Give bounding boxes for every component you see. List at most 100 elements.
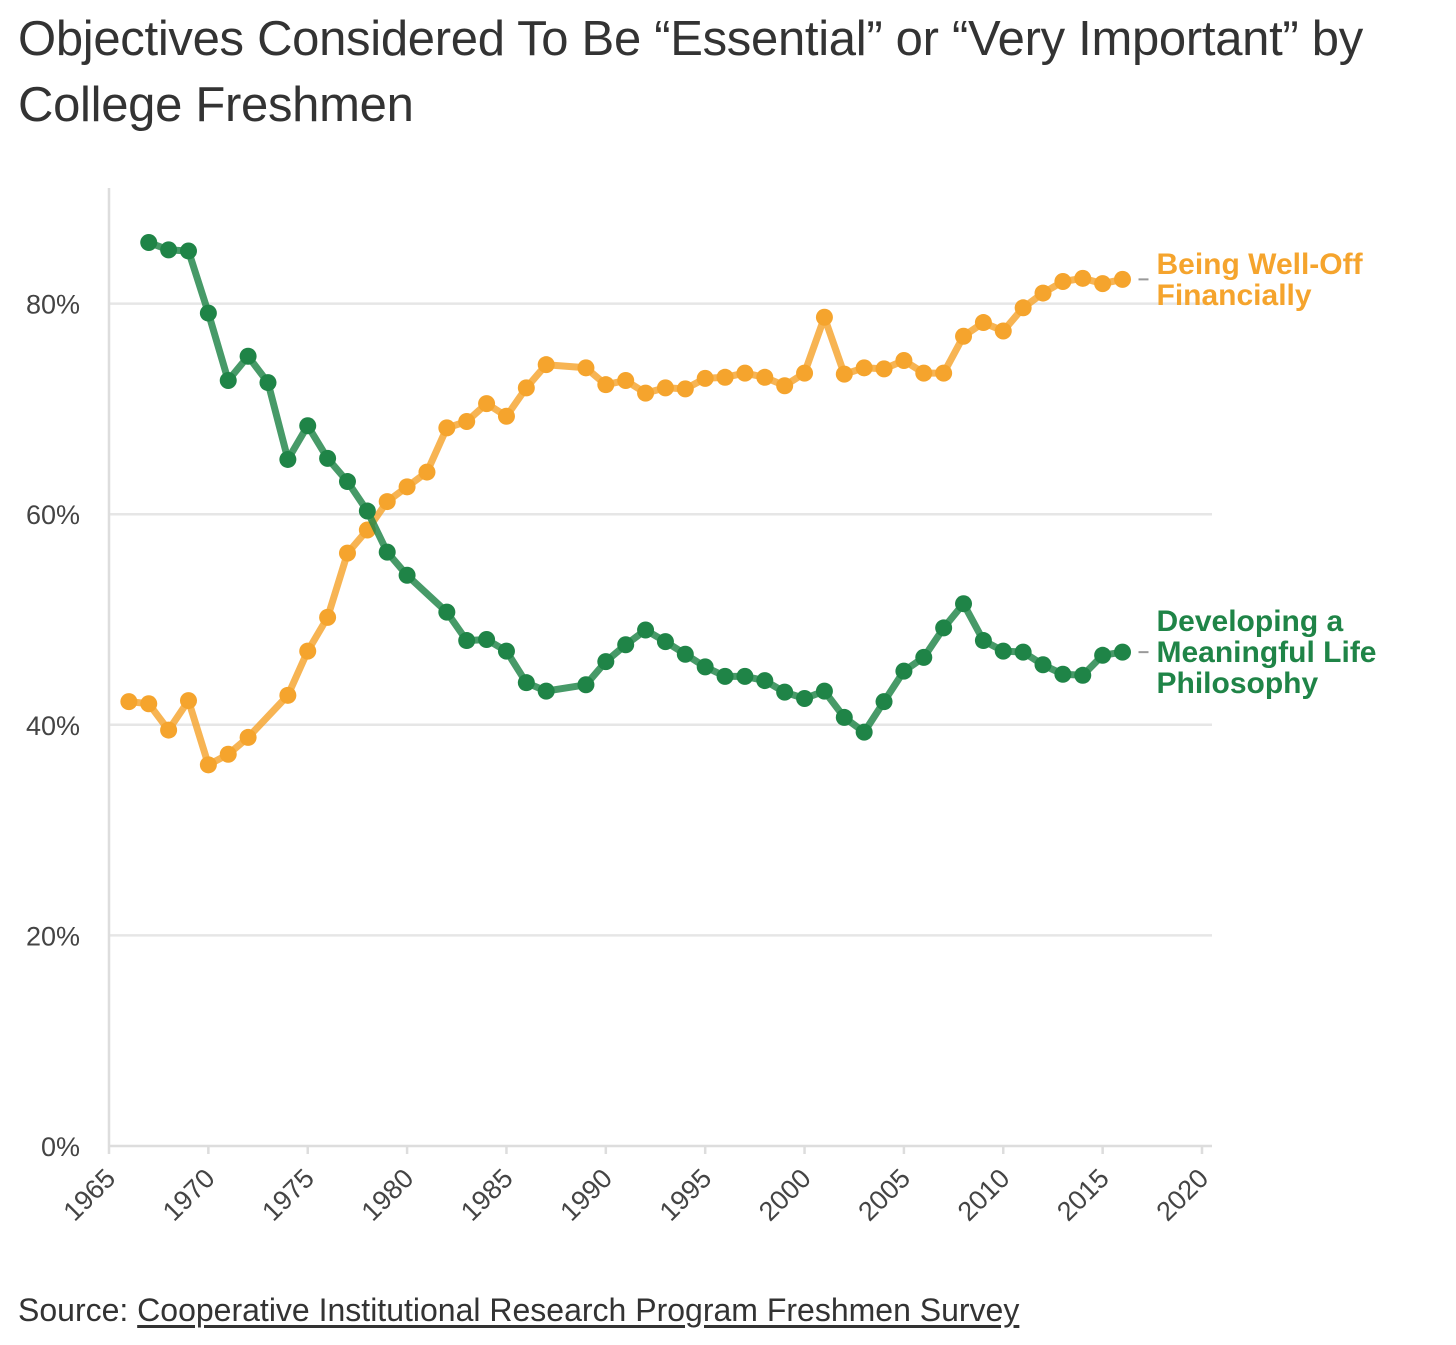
- data-point: [815, 308, 833, 326]
- data-point: [458, 413, 476, 431]
- data-point: [696, 369, 714, 387]
- series-label-line: Financially: [1157, 279, 1312, 312]
- data-point: [955, 327, 973, 345]
- series-label-line: Meaningful Life: [1157, 636, 1377, 669]
- y-tick-label: 0%: [41, 1132, 80, 1162]
- source-note: Source: Cooperative Institutional Resear…: [18, 1292, 1019, 1329]
- data-point: [835, 365, 853, 383]
- data-point: [299, 642, 317, 660]
- data-point: [994, 322, 1012, 340]
- data-point: [1094, 275, 1112, 293]
- data-point: [1074, 666, 1092, 684]
- data-point: [319, 449, 337, 467]
- data-point: [378, 493, 396, 511]
- data-point: [219, 745, 237, 763]
- data-point: [736, 667, 754, 685]
- data-point: [935, 619, 953, 637]
- data-point: [160, 721, 178, 739]
- data-point: [537, 682, 555, 700]
- x-tick-label: 2020: [1151, 1163, 1215, 1227]
- data-point: [418, 463, 436, 481]
- data-point: [199, 304, 217, 322]
- x-tick-label: 1965: [58, 1163, 122, 1227]
- data-point: [259, 374, 277, 392]
- data-point: [974, 632, 992, 650]
- series-labels: Being Well-Off Financially Developing a Mea…: [1138, 248, 1377, 700]
- data-point: [915, 364, 933, 382]
- data-point: [438, 419, 456, 437]
- data-point: [656, 633, 674, 651]
- data-point: [398, 566, 416, 584]
- data-point: [577, 676, 595, 694]
- data-point: [319, 608, 337, 626]
- data-point: [815, 682, 833, 700]
- line-chart: 0% 20% 40% 60% 80% 1965 1970 1975 1980 1985 1990 19…: [26, 188, 1377, 1227]
- data-point: [1034, 284, 1052, 302]
- data-point: [179, 692, 197, 710]
- data-point: [1114, 270, 1132, 288]
- chart-title: Objectives Considered To Be “Essential” …: [18, 12, 1363, 132]
- data-point: [617, 371, 635, 389]
- data-point: [895, 351, 913, 369]
- data-point: [1094, 646, 1112, 664]
- data-point: [358, 502, 376, 520]
- data-point: [120, 693, 138, 711]
- data-point: [219, 371, 237, 389]
- data-point: [478, 631, 496, 649]
- y-tick-label: 80%: [26, 290, 80, 320]
- data-point: [179, 242, 197, 260]
- series-line: [145, 239, 1126, 736]
- data-point: [955, 595, 973, 613]
- series-label-line: Being Well-Off: [1157, 248, 1364, 281]
- data-point: [378, 543, 396, 561]
- x-tick-label: 2015: [1051, 1163, 1115, 1227]
- x-tick-label: 1990: [554, 1163, 618, 1227]
- data-point: [140, 695, 158, 713]
- life-philosophy-label: Developing a Meaningful Life Philosophy: [1157, 605, 1377, 700]
- data-point: [438, 603, 456, 621]
- y-tick-label: 20%: [26, 921, 80, 951]
- data-point: [875, 693, 893, 711]
- data-point: [855, 723, 873, 741]
- well-off-series: [120, 269, 1132, 774]
- x-tick-label: 1980: [356, 1163, 420, 1227]
- data-point: [637, 621, 655, 639]
- x-tick-label: 1985: [455, 1163, 519, 1227]
- data-point: [895, 662, 913, 680]
- data-point: [716, 368, 734, 386]
- data-point: [935, 364, 953, 382]
- data-point: [875, 360, 893, 378]
- data-point: [676, 645, 694, 663]
- data-point: [239, 347, 257, 365]
- data-point: [716, 667, 734, 685]
- series-label-line: Philosophy: [1157, 667, 1319, 700]
- data-point: [796, 689, 814, 707]
- data-point: [637, 384, 655, 402]
- x-tick-label: 2010: [952, 1163, 1016, 1227]
- data-point: [338, 544, 356, 562]
- data-point: [597, 653, 615, 671]
- life-philosophy-series: [140, 234, 1132, 741]
- data-point: [974, 314, 992, 332]
- data-point: [597, 376, 615, 394]
- data-point: [756, 368, 774, 386]
- data-point: [338, 473, 356, 491]
- source-link[interactable]: Cooperative Institutional Research Progr…: [137, 1292, 1020, 1328]
- x-tick-label: 2005: [852, 1163, 916, 1227]
- y-tick-label: 60%: [26, 500, 80, 530]
- data-point: [656, 379, 674, 397]
- data-point: [239, 728, 257, 746]
- data-point: [776, 377, 794, 395]
- data-point: [199, 756, 217, 774]
- data-point: [994, 642, 1012, 660]
- data-point: [160, 241, 178, 259]
- data-point: [796, 364, 814, 382]
- data-point: [517, 379, 535, 397]
- data-point: [676, 380, 694, 398]
- series-line: [125, 274, 1126, 769]
- axes: 0% 20% 40% 60% 80% 1965 1970 1975 1980 1985 1990 19…: [26, 188, 1214, 1227]
- data-point: [478, 395, 496, 413]
- data-point: [855, 359, 873, 377]
- x-tick-label: 1975: [256, 1163, 320, 1227]
- x-tick-label: 2000: [753, 1163, 817, 1227]
